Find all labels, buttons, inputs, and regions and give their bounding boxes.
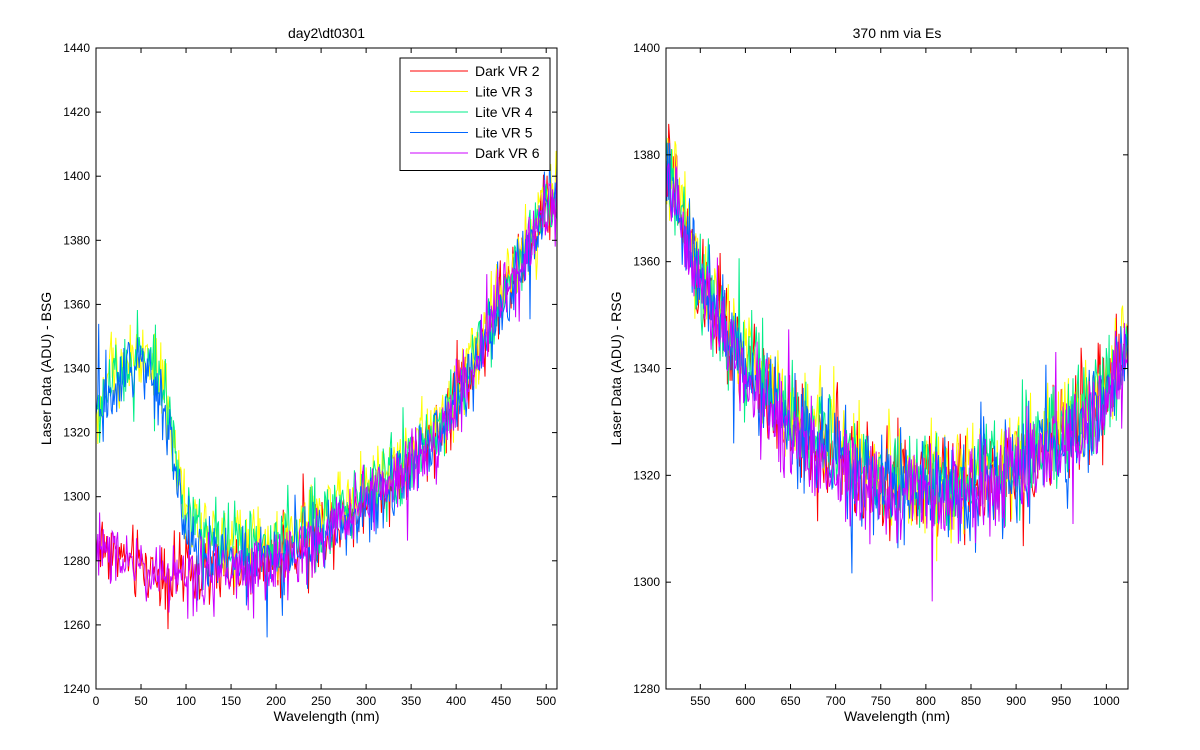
y-tick-label: 1300 [633, 575, 660, 589]
x-tick-label: 500 [536, 694, 556, 708]
y-tick-label: 1420 [63, 105, 90, 119]
x-tick-label: 950 [1051, 694, 1071, 708]
y-tick-label: 1280 [633, 682, 660, 696]
y-tick-label: 1320 [63, 426, 90, 440]
x-tick-label: 400 [446, 694, 466, 708]
x-axis-label: Wavelength (nm) [844, 708, 950, 724]
x-tick-label: 300 [356, 694, 376, 708]
x-tick-label: 750 [871, 694, 891, 708]
y-axis-label: Laser Data (ADU) - BSG [38, 292, 54, 445]
y-tick-label: 1380 [63, 233, 90, 247]
y-axis-label: Laser Data (ADU) - RSG [608, 291, 624, 445]
y-tick-label: 1400 [633, 41, 660, 55]
x-tick-label: 50 [134, 694, 148, 708]
x-axis-label: Wavelength (nm) [273, 708, 379, 724]
y-tick-label: 1340 [633, 362, 660, 376]
y-tick-label: 1400 [63, 169, 90, 183]
y-tick-label: 1380 [633, 148, 660, 162]
x-tick-label: 550 [690, 694, 710, 708]
y-tick-label: 1260 [63, 618, 90, 632]
y-tick-label: 1440 [63, 41, 90, 55]
x-tick-label: 650 [781, 694, 801, 708]
x-tick-label: 200 [266, 694, 286, 708]
y-tick-label: 1340 [63, 362, 90, 376]
x-tick-label: 100 [176, 694, 196, 708]
legend-label: Lite VR 4 [475, 104, 533, 120]
x-tick-label: 150 [221, 694, 241, 708]
legend-label: Lite VR 5 [475, 125, 533, 141]
x-tick-label: 450 [491, 694, 511, 708]
series-lines [96, 150, 557, 638]
series-line-dark-vr-6 [666, 163, 1128, 602]
legend-label: Dark VR 2 [475, 63, 540, 79]
y-tick-label: 1320 [633, 468, 660, 482]
y-tick-label: 1360 [633, 255, 660, 269]
x-tick-label: 1000 [1093, 694, 1120, 708]
legend-label: Dark VR 6 [475, 145, 540, 161]
y-tick-label: 1280 [63, 554, 90, 568]
series-line-dark-vr-6 [96, 171, 557, 619]
right-chart: 550 600 650 700 750 800 850 900 950 1000 1280 1300 1… [608, 25, 1129, 724]
x-tick-label: 600 [735, 694, 755, 708]
y-tick-label: 1300 [63, 490, 90, 504]
x-tick-label: 0 [93, 694, 100, 708]
legend-box [399, 57, 551, 171]
y-tick-label: 1240 [63, 682, 90, 696]
chart-title: 370 nm via Es [853, 25, 942, 41]
x-tick-label: 250 [311, 694, 331, 708]
x-tick-label: 350 [401, 694, 421, 708]
x-tick-label: 700 [826, 694, 846, 708]
left-chart: 0 50 100 150 200 250 300 350 400 450 500 1240 1260 12… [38, 25, 558, 724]
legend: Dark VR 2 Lite VR 3 Lite VR 4 Lite VR 5 Dark… [399, 57, 551, 171]
series-lines [666, 123, 1128, 602]
x-tick-label: 850 [961, 694, 981, 708]
x-tick-label: 800 [916, 694, 936, 708]
x-tick-label: 900 [1006, 694, 1026, 708]
chart-title: day2\dt0301 [288, 25, 365, 41]
y-tick-label: 1360 [63, 297, 90, 311]
legend-label: Lite VR 3 [475, 84, 533, 100]
